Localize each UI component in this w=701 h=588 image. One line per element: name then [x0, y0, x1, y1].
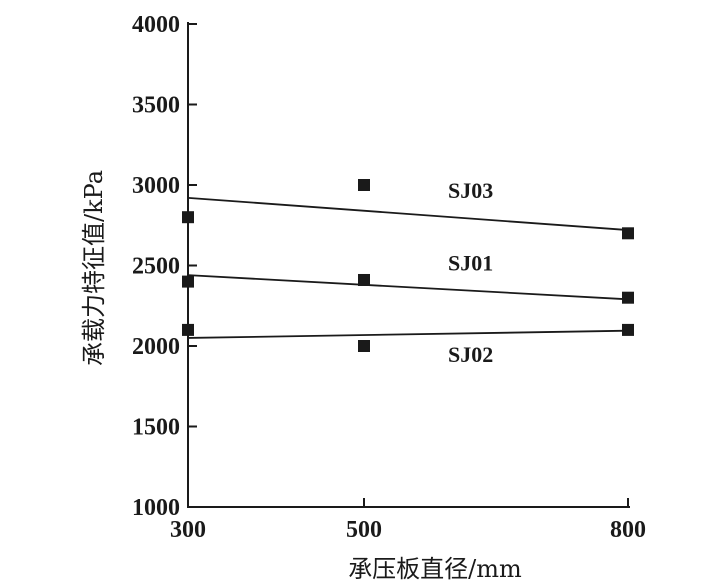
y-tick-label: 2000	[132, 334, 180, 360]
data-point-sj03	[358, 179, 370, 191]
data-point-sj01	[358, 273, 370, 286]
data-point-sj03	[622, 227, 634, 240]
series-label-sj03: SJ03	[448, 178, 493, 203]
data-point-sj01	[182, 275, 194, 288]
x-tick-label: 300	[170, 517, 206, 543]
data-point-sj02	[358, 340, 370, 352]
y-tick-label: 3000	[132, 173, 180, 199]
y-tick-label: 3500	[132, 93, 180, 119]
series-label-sj02: SJ02	[448, 342, 493, 367]
y-axis-ticks: 1000 1500 2000 2500 3000 3500 4000	[132, 12, 197, 521]
trend-line-sj01	[187, 274, 629, 301]
x-axis-title: 承压板直径/mm	[348, 555, 522, 583]
y-tick-label: 1000	[132, 495, 180, 521]
y-axis-title: 承载力特征值/kPa	[80, 170, 108, 366]
data-point-sj02	[182, 323, 194, 336]
data-point-sj03	[182, 211, 194, 224]
trend-line-sj02	[187, 329, 629, 339]
x-axis-ticks: 300 500 800	[170, 498, 646, 543]
data-point-sj01	[622, 291, 634, 304]
series-layer: SJ03 SJ01 SJ02	[182, 178, 634, 367]
x-tick-label: 500	[346, 517, 382, 543]
y-tick-label: 1500	[132, 415, 180, 441]
trend-line-sj03	[187, 196, 629, 231]
y-tick-label: 4000	[132, 12, 180, 38]
series-label-sj01: SJ01	[448, 251, 493, 276]
data-point-sj02	[622, 323, 634, 336]
x-tick-label: 800	[610, 517, 646, 543]
y-tick-label: 2500	[132, 254, 180, 280]
